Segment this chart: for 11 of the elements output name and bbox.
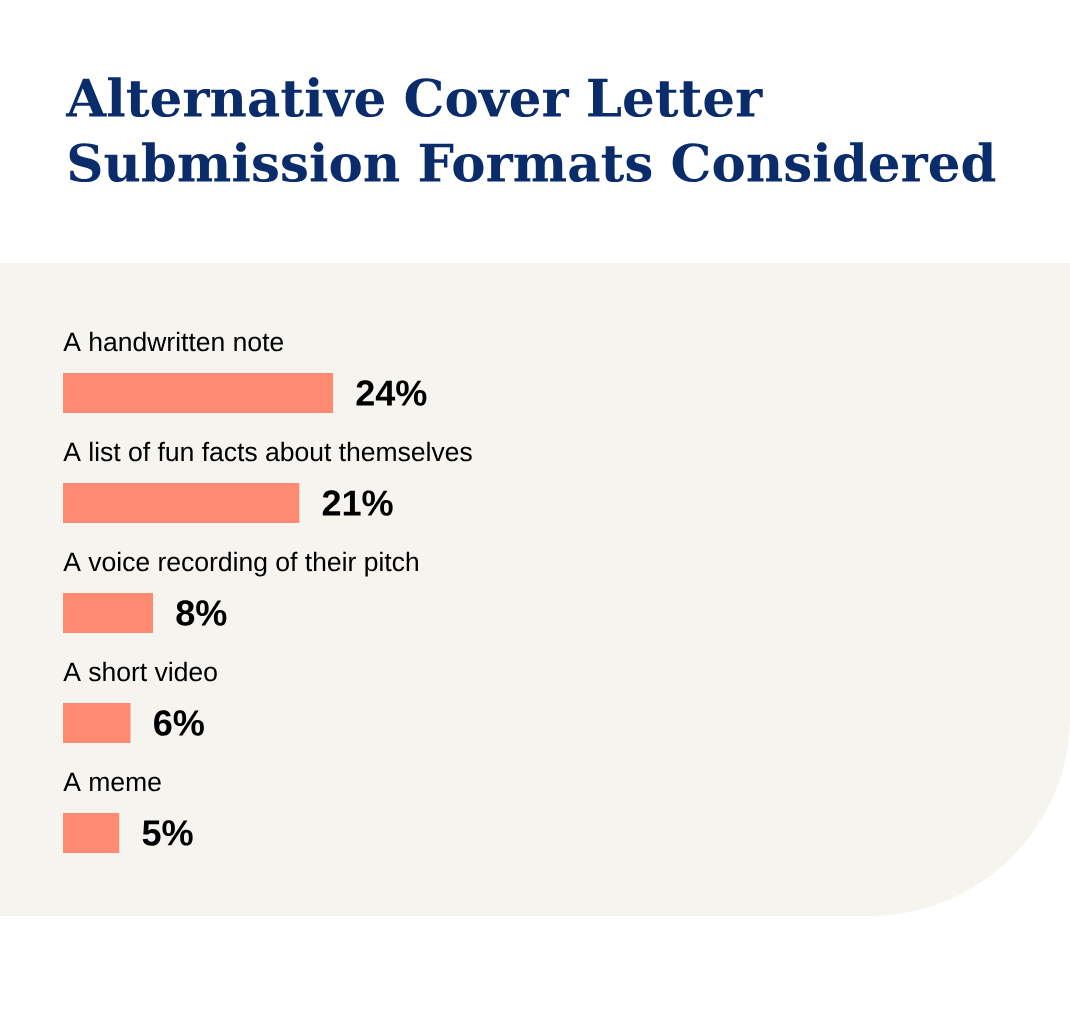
data-label: 5% [142,820,193,846]
y-tick-label: A meme [63,772,161,792]
text: Alternative Cover Letter Submission Formats Considered [65,77,996,183]
data-label: 8% [176,600,227,626]
data-label: 21% [322,490,393,516]
data-label: 6% [154,710,204,736]
y-tick-label: A voice recording of their pitch [63,551,418,577]
data-label: 24% [356,380,427,406]
y-tick-label: A handwritten note [63,331,284,352]
y-tick-label: A short video [63,661,217,682]
y-tick-label: A list of fun facts about themselves [63,441,472,462]
